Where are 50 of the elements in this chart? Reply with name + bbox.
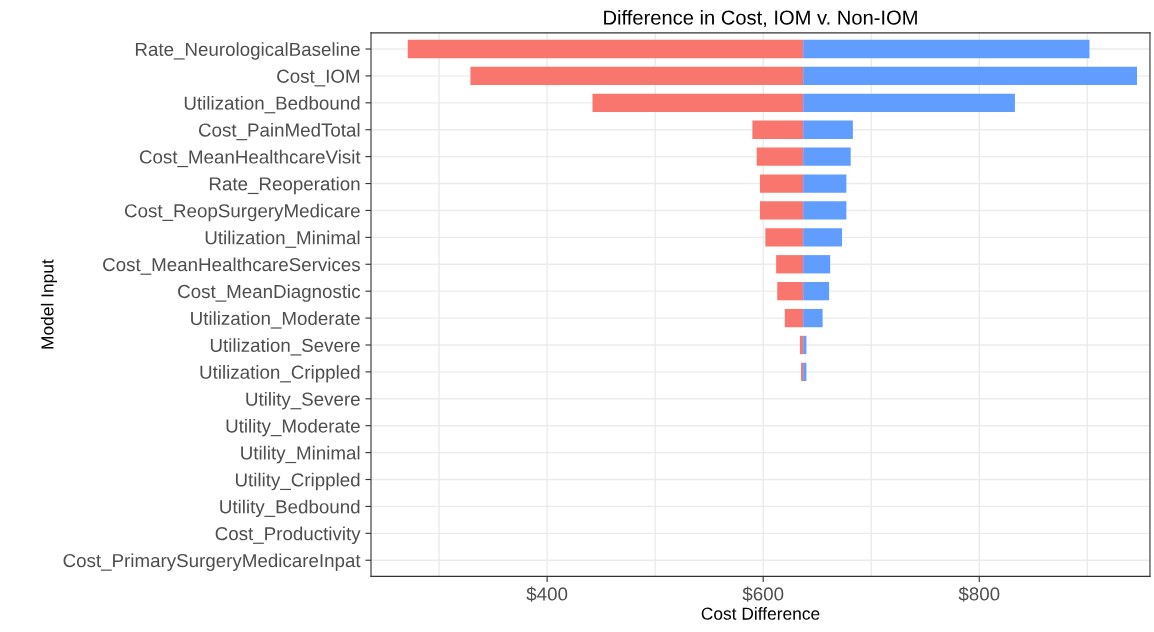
y-tick-label: Utility_Moderate xyxy=(226,418,360,437)
x-axis-title: Cost Difference xyxy=(701,607,820,620)
y-tick-label: Utility_Minimal xyxy=(241,445,360,464)
bar xyxy=(803,255,831,274)
y-tick-label: Utilization_Moderate xyxy=(191,311,360,329)
y-tick-label: Cost_ReopSurgeryMedicare xyxy=(124,203,360,222)
y-tick-label: Cost_MeanDiagnostic xyxy=(178,284,361,302)
bar xyxy=(799,335,804,355)
y-tick-label: Cost_MeanHealthcareVisit xyxy=(139,149,361,168)
bar xyxy=(776,255,804,274)
y-tick-label: Cost_Productivity xyxy=(215,526,361,545)
bar xyxy=(470,66,804,86)
bar xyxy=(803,228,843,247)
x-tick-label: $600 xyxy=(742,586,784,602)
chart-title: Difference in Cost, IOM v. Non-IOM xyxy=(604,9,917,28)
bar xyxy=(592,93,804,112)
y-axis-title: Model Input xyxy=(40,259,58,349)
x-tick-label: $800 xyxy=(958,586,1000,602)
y-tick-label: Utilization_Crippled xyxy=(200,365,360,383)
y-tick-label: Utilization_Bedbound xyxy=(184,96,360,114)
bar xyxy=(777,282,804,301)
bar xyxy=(407,39,804,59)
y-tick-label: Rate_NeurologicalBaseline xyxy=(135,42,360,60)
bar xyxy=(803,120,853,139)
bar xyxy=(803,66,1137,86)
y-tick-label: Utility_Bedbound xyxy=(220,499,360,518)
bar xyxy=(756,147,804,166)
y-tick-label: Utilization_Severe xyxy=(210,338,360,356)
y-tick-label: Utility_Crippled xyxy=(235,472,360,491)
bar xyxy=(803,174,847,193)
bar xyxy=(803,282,830,301)
y-tick-label: Cost_MeanHealthcareServices xyxy=(103,257,360,275)
y-tick-label: Cost_PrimarySurgeryMedicareInpat xyxy=(63,553,361,571)
bar xyxy=(803,335,807,355)
bar xyxy=(759,174,804,193)
bar xyxy=(803,308,823,328)
bar xyxy=(784,308,804,328)
y-tick-label: Cost_IOM xyxy=(277,69,360,87)
bar xyxy=(759,201,804,220)
bar xyxy=(765,228,804,247)
bar xyxy=(803,39,1090,59)
bar xyxy=(752,120,804,139)
y-tick-label: Utilization_Minimal xyxy=(205,230,360,248)
x-tick-label: $400 xyxy=(526,586,568,602)
bar xyxy=(803,201,847,220)
y-tick-label: Utility_Severe xyxy=(246,392,360,410)
bar xyxy=(803,93,1015,112)
y-tick-label: Rate_Reoperation xyxy=(209,176,360,195)
bar xyxy=(803,147,851,166)
y-tick-label: Cost_PainMedTotal xyxy=(198,122,360,141)
